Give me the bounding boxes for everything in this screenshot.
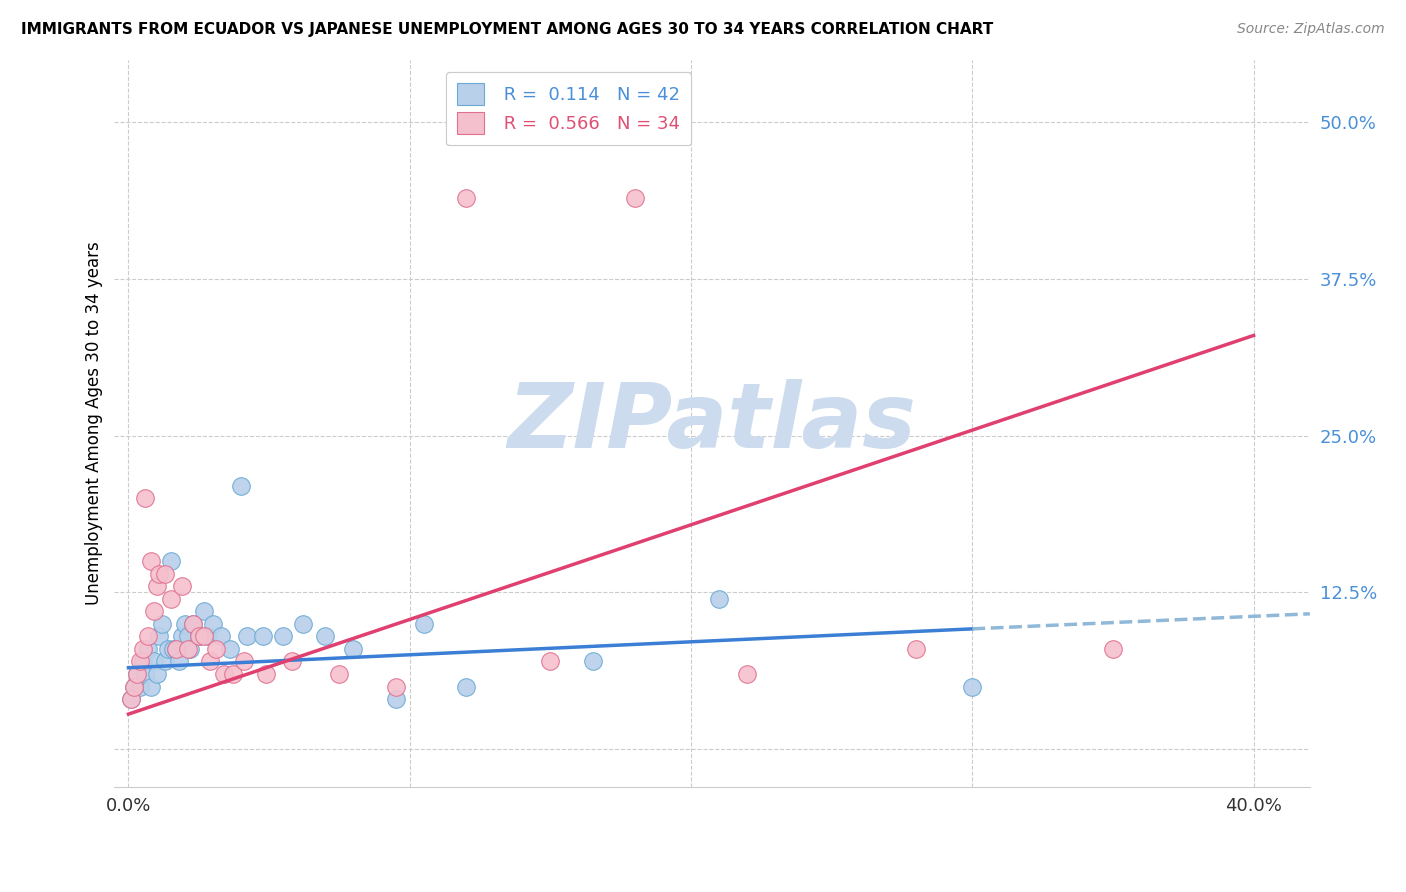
Point bbox=[204, 641, 226, 656]
Point bbox=[167, 655, 190, 669]
Point bbox=[235, 629, 257, 643]
Text: Source: ZipAtlas.com: Source: ZipAtlas.com bbox=[1237, 22, 1385, 37]
Point bbox=[136, 629, 159, 643]
Point bbox=[125, 667, 148, 681]
Point bbox=[412, 616, 434, 631]
Point bbox=[153, 566, 176, 581]
Point bbox=[384, 692, 406, 706]
Point bbox=[193, 629, 215, 643]
Point bbox=[148, 566, 170, 581]
Point bbox=[179, 641, 201, 656]
Point bbox=[139, 554, 162, 568]
Point bbox=[145, 579, 167, 593]
Point bbox=[162, 641, 184, 656]
Point bbox=[122, 680, 145, 694]
Point bbox=[128, 655, 150, 669]
Point bbox=[193, 604, 215, 618]
Point bbox=[142, 655, 165, 669]
Point bbox=[120, 692, 142, 706]
Point bbox=[454, 190, 477, 204]
Point bbox=[538, 655, 561, 669]
Point bbox=[187, 629, 209, 643]
Point bbox=[221, 667, 243, 681]
Point bbox=[150, 616, 173, 631]
Point bbox=[176, 629, 198, 643]
Point bbox=[707, 591, 730, 606]
Point bbox=[280, 655, 302, 669]
Point bbox=[131, 655, 153, 669]
Point bbox=[232, 655, 254, 669]
Point bbox=[201, 616, 224, 631]
Point bbox=[145, 667, 167, 681]
Text: ZIPatlas: ZIPatlas bbox=[508, 379, 917, 467]
Point bbox=[159, 554, 181, 568]
Point bbox=[254, 667, 277, 681]
Point bbox=[173, 616, 195, 631]
Point bbox=[209, 629, 232, 643]
Point bbox=[165, 641, 187, 656]
Point bbox=[291, 616, 314, 631]
Point bbox=[136, 641, 159, 656]
Point bbox=[122, 680, 145, 694]
Point bbox=[181, 616, 204, 631]
Point bbox=[314, 629, 336, 643]
Point bbox=[142, 604, 165, 618]
Point bbox=[962, 680, 984, 694]
Point bbox=[195, 629, 218, 643]
Point bbox=[905, 641, 928, 656]
Point bbox=[218, 641, 240, 656]
Point bbox=[153, 655, 176, 669]
Point bbox=[212, 667, 235, 681]
Point bbox=[170, 579, 193, 593]
Point bbox=[735, 667, 758, 681]
Point bbox=[125, 667, 148, 681]
Point bbox=[134, 491, 156, 506]
Y-axis label: Unemployment Among Ages 30 to 34 years: Unemployment Among Ages 30 to 34 years bbox=[86, 242, 103, 605]
Point bbox=[342, 641, 364, 656]
Point bbox=[120, 692, 142, 706]
Point bbox=[384, 680, 406, 694]
Point bbox=[159, 591, 181, 606]
Legend:  R =  0.114   N = 42,  R =  0.566   N = 34: R = 0.114 N = 42, R = 0.566 N = 34 bbox=[446, 72, 692, 145]
Point bbox=[176, 641, 198, 656]
Point bbox=[198, 655, 221, 669]
Point bbox=[328, 667, 350, 681]
Point bbox=[165, 641, 187, 656]
Point bbox=[271, 629, 294, 643]
Point bbox=[148, 629, 170, 643]
Point bbox=[131, 641, 153, 656]
Point bbox=[134, 667, 156, 681]
Point bbox=[229, 479, 252, 493]
Point bbox=[181, 616, 204, 631]
Point bbox=[623, 190, 645, 204]
Point bbox=[581, 655, 603, 669]
Point bbox=[187, 629, 209, 643]
Text: IMMIGRANTS FROM ECUADOR VS JAPANESE UNEMPLOYMENT AMONG AGES 30 TO 34 YEARS CORRE: IMMIGRANTS FROM ECUADOR VS JAPANESE UNEM… bbox=[21, 22, 994, 37]
Point bbox=[454, 680, 477, 694]
Point bbox=[139, 680, 162, 694]
Point bbox=[170, 629, 193, 643]
Point bbox=[128, 680, 150, 694]
Point bbox=[1102, 641, 1125, 656]
Point bbox=[156, 641, 179, 656]
Point bbox=[252, 629, 274, 643]
